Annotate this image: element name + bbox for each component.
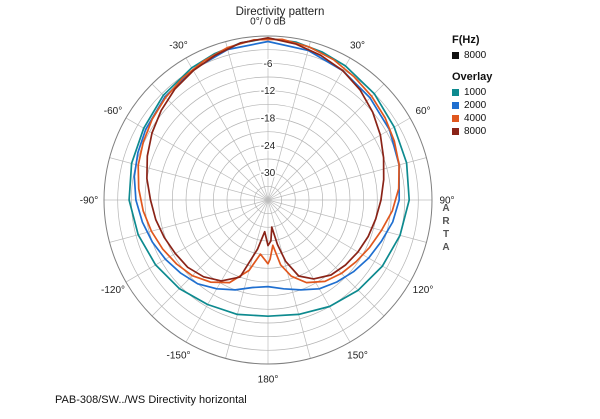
legend-marker-1000 <box>452 89 459 96</box>
arta-letter: R <box>442 216 450 227</box>
series-curve-2000 <box>133 40 401 291</box>
arta-letter: A <box>442 242 450 253</box>
legend-item-label: 8000 <box>464 50 487 61</box>
legend-item-label: 2000 <box>464 100 487 111</box>
angle-tick-label: 0°/ 0 dB <box>250 17 286 28</box>
legend-overlay-header: Overlay <box>452 71 493 83</box>
legend-item-overlay-4000: 4000 <box>452 112 492 125</box>
legend-marker-fhz-8000 <box>452 52 459 59</box>
polar-grid-ring <box>117 49 419 351</box>
polar-grid-ring <box>212 144 324 256</box>
polar-outer-ring <box>103 35 433 365</box>
polar-grid-ring <box>226 158 310 242</box>
angle-tick-label: -120° <box>101 285 125 296</box>
chart-title: Directivity pattern <box>235 6 325 18</box>
legend-item-overlay-2000: 2000 <box>452 99 492 112</box>
db-tick-label: -12 <box>261 86 276 97</box>
angle-tick-label: -90° <box>80 196 98 207</box>
series-curve-8000 <box>146 36 385 282</box>
polar-grid-ring <box>144 76 392 324</box>
db-tick-label: -6 <box>264 59 273 70</box>
polar-grid-ring <box>171 103 365 297</box>
angle-tick-label: -60° <box>104 106 122 117</box>
angle-tick-label: 150° <box>347 351 368 362</box>
legend-item-label: 4000 <box>464 113 487 124</box>
db-tick-label: -24 <box>261 141 276 152</box>
polar-grid-ring <box>253 185 283 215</box>
db-tick-label: -30 <box>261 168 276 179</box>
legend-fhz-header: F(Hz) <box>452 34 480 46</box>
arta-letter: T <box>442 229 450 240</box>
legend-item-label: 8000 <box>464 126 487 137</box>
legend-item-label: 1000 <box>464 87 487 98</box>
polar-grid-ring <box>240 172 296 228</box>
legend-marker-2000 <box>452 102 459 109</box>
polar-grid-ring <box>130 62 406 338</box>
angle-tick-label: 90° <box>439 196 454 207</box>
legend-marker-8000 <box>452 128 459 135</box>
polar-grid-ring <box>158 90 378 310</box>
footer-caption: PAB-308/SW../WS Directivity horizontal <box>55 394 247 406</box>
legend: F(Hz) 8000 Overlay 1000 2000 4000 8000 <box>452 34 492 138</box>
db-tick-label: -18 <box>261 114 276 125</box>
angle-tick-label: 180° <box>258 375 279 386</box>
angle-tick-label: 120° <box>413 285 434 296</box>
angle-tick-label: 60° <box>415 106 430 117</box>
arta-watermark: A R T A <box>438 202 454 254</box>
legend-marker-4000 <box>452 115 459 122</box>
polar-grid-ring <box>199 131 337 269</box>
legend-item-overlay-8000: 8000 <box>452 125 492 138</box>
angle-tick-label: 30° <box>350 41 365 52</box>
angle-tick-label: -150° <box>166 351 190 362</box>
angle-tick-label: -30° <box>169 41 187 52</box>
legend-item-overlay-1000: 1000 <box>452 86 492 99</box>
arta-letter: A <box>442 203 450 214</box>
legend-item-fhz-8000: 8000 <box>452 49 492 62</box>
polar-grid-ring <box>185 117 351 283</box>
